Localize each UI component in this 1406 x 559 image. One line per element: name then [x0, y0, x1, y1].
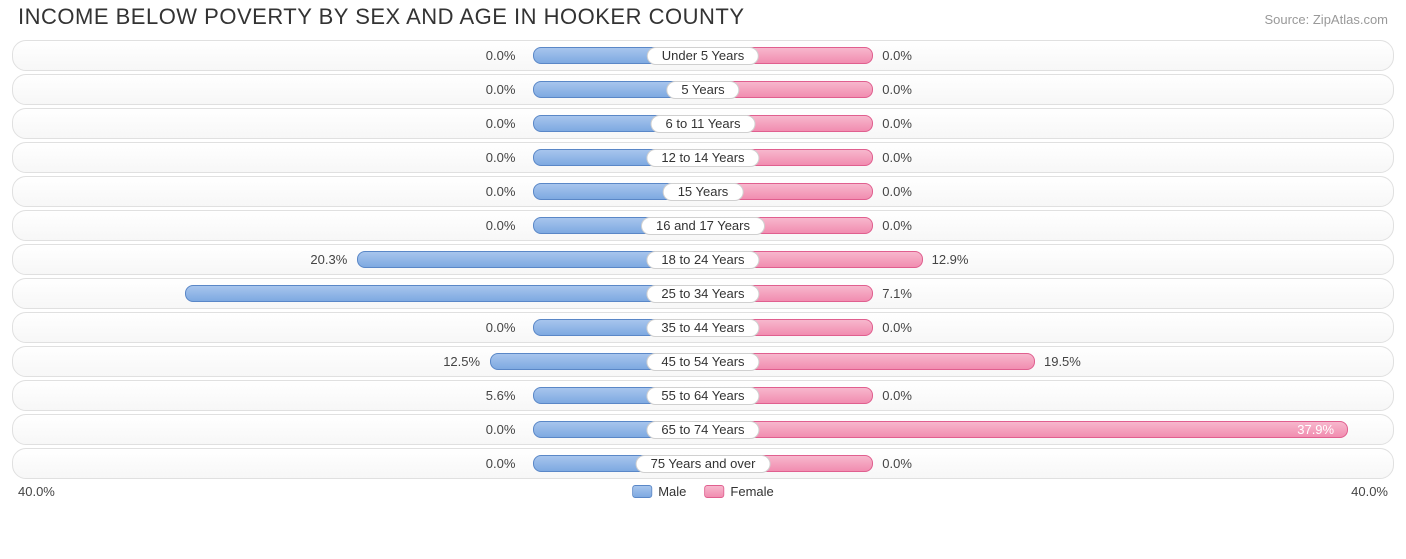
female-value: 0.0%: [882, 48, 912, 63]
female-bar: [703, 421, 1348, 438]
female-value: 0.0%: [882, 116, 912, 131]
male-value: 20.3%: [310, 252, 347, 267]
chart-row: 0.0% 0.0% 75 Years and over: [12, 448, 1394, 479]
category-label: 75 Years and over: [636, 455, 771, 473]
female-value: 0.0%: [882, 456, 912, 471]
female-value: 0.0%: [882, 184, 912, 199]
chart-area: 0.0%0.0%Under 5 Years0.0%0.0%5 Years0.0%…: [0, 40, 1406, 479]
chart-header: INCOME BELOW POVERTY BY SEX AND AGE IN H…: [0, 0, 1406, 40]
category-label: 25 to 34 Years: [646, 285, 759, 303]
category-label: 15 Years: [663, 183, 744, 201]
chart-title: INCOME BELOW POVERTY BY SEX AND AGE IN H…: [18, 4, 745, 30]
category-label: 12 to 14 Years: [646, 149, 759, 167]
male-value: 12.5%: [443, 354, 480, 369]
male-value: 5.6%: [486, 388, 516, 403]
male-value: 0.0%: [486, 48, 516, 63]
female-value: 0.0%: [882, 218, 912, 233]
male-swatch: [632, 485, 652, 498]
legend: Male Female: [632, 484, 774, 499]
female-value: 0.0%: [882, 388, 912, 403]
female-value: 7.1%: [882, 286, 912, 301]
category-label: 6 to 11 Years: [651, 115, 756, 133]
female-value: 12.9%: [932, 252, 969, 267]
axis-left-max: 40.0%: [18, 484, 55, 499]
male-value: 0.0%: [486, 184, 516, 199]
chart-row: 0.0% 0.0% 6 to 11 Years: [12, 108, 1394, 139]
chart-row: 12.5% 19.5% 45 to 54 Years: [12, 346, 1394, 377]
female-value: 0.0%: [882, 82, 912, 97]
chart-row: 0.0% 0.0% Under 5 Years: [12, 40, 1394, 71]
male-bar: [185, 285, 703, 302]
chart-row: 5.6% 0.0% 55 to 64 Years: [12, 380, 1394, 411]
male-value: 0.0%: [486, 218, 516, 233]
female-value: 0.0%: [882, 320, 912, 335]
category-label: 45 to 54 Years: [646, 353, 759, 371]
chart-source: Source: ZipAtlas.com: [1264, 12, 1388, 27]
male-value: 0.0%: [486, 116, 516, 131]
female-swatch: [704, 485, 724, 498]
chart-row: 0.0% 0.0% 15 Years: [12, 176, 1394, 207]
chart-row: 0.0% 0.0% 35 to 44 Years: [12, 312, 1394, 343]
legend-male-label: Male: [658, 484, 686, 499]
category-label: 16 and 17 Years: [641, 217, 765, 235]
category-label: 18 to 24 Years: [646, 251, 759, 269]
category-label: Under 5 Years: [647, 47, 759, 65]
chart-row: 20.3% 12.9% 18 to 24 Years: [12, 244, 1394, 275]
male-value: 0.0%: [486, 422, 516, 437]
axis-right-max: 40.0%: [1351, 484, 1388, 499]
legend-female: Female: [704, 484, 773, 499]
female-value: 37.9%: [1297, 422, 1334, 437]
chart-row: 0.0% 37.9% 65 to 74 Years: [12, 414, 1394, 445]
male-value: 0.0%: [486, 150, 516, 165]
female-value: 19.5%: [1044, 354, 1081, 369]
category-label: 65 to 74 Years: [646, 421, 759, 439]
chart-row: 0.0% 0.0% 5 Years: [12, 74, 1394, 105]
chart-footer: 40.0% Male Female 40.0%: [0, 482, 1406, 499]
male-value: 0.0%: [486, 456, 516, 471]
legend-male: Male: [632, 484, 686, 499]
chart-row: 0.0% 0.0% 12 to 14 Years: [12, 142, 1394, 173]
chart-row: 0.0% 0.0% 16 and 17 Years: [12, 210, 1394, 241]
legend-female-label: Female: [730, 484, 773, 499]
category-label: 5 Years: [666, 81, 739, 99]
category-label: 35 to 44 Years: [646, 319, 759, 337]
male-value: 0.0%: [486, 82, 516, 97]
category-label: 55 to 64 Years: [646, 387, 759, 405]
chart-row: 30.4%7.1%25 to 34 Years: [12, 278, 1394, 309]
female-value: 0.0%: [882, 150, 912, 165]
male-value: 0.0%: [486, 320, 516, 335]
